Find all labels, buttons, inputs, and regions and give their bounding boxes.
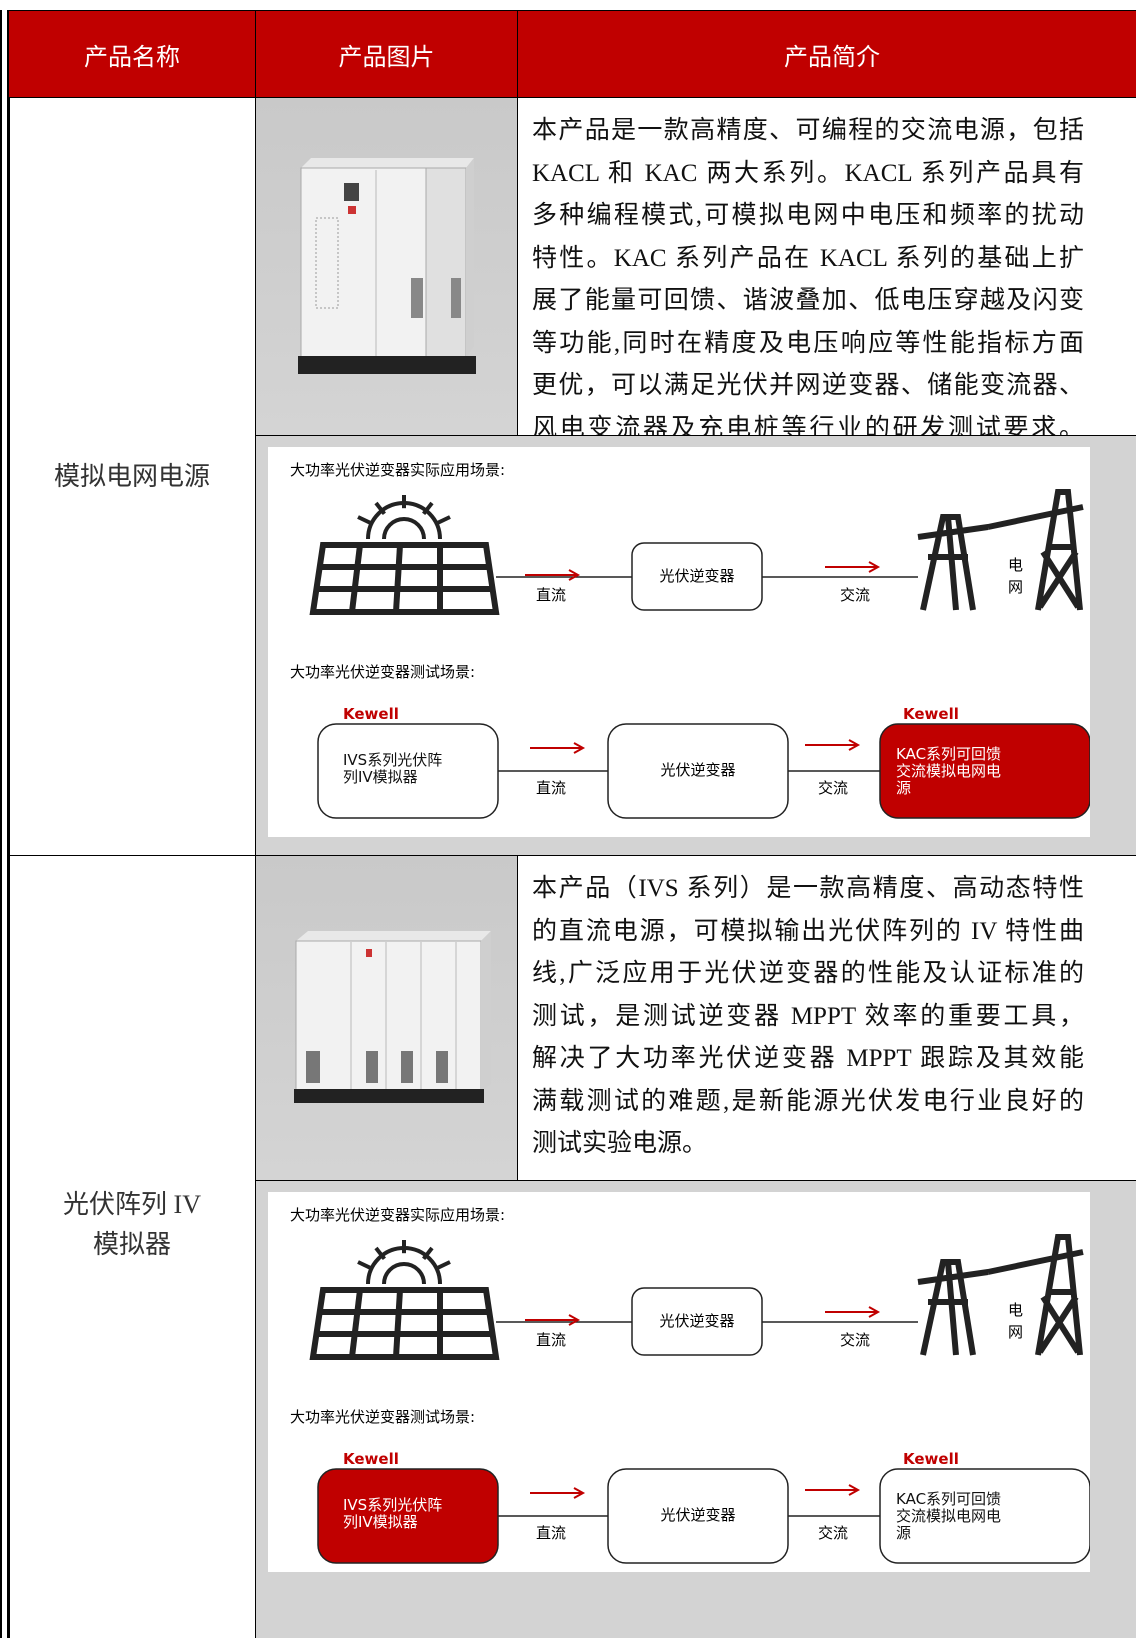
diagram-label: 交流 [818,779,848,797]
sun [382,517,426,540]
diagram-label: 交流模拟电网电 [896,1507,1001,1525]
diagram-label: 电 [1008,556,1023,574]
description-line: 的直流电源，可模拟输出光伏阵列的 IV 特性曲 [532,917,1084,945]
product-description: 本产品（IVS 系列）是一款高精度、高动态特性 的直流电源，可模拟输出光伏阵列的 … [517,855,1136,1181]
description-line: 特性。KAC 系列产品在 KACL 系列的基础上扩 [532,244,1084,272]
name-line: 模拟电网电源 [53,461,210,491]
sun-ray [374,1246,386,1261]
diagram-label: 大功率光伏逆变器测试场景: [290,1408,475,1426]
diagram-label: 源 [896,779,911,797]
product-image [255,97,518,436]
description-line: 多种编程模式,可模拟电网中电压和频率的扰动 [532,202,1084,229]
diagram-label: 列IV模拟器 [343,768,418,786]
diagram-label: KAC系列可回馈 [896,1490,1001,1508]
diagram-label: 光伏逆变器 [660,1506,735,1524]
description-line: 测试实验电源。 [532,1130,708,1157]
description-line: 本产品是一款高精度、可编程的交流电源，包括 [532,117,1084,144]
description-line: 更优，可以满足光伏并网逆变器、储能变流器、 [532,372,1084,399]
diagram-label: 光伏逆变器 [659,1312,734,1330]
box [879,1468,1090,1564]
diagram-label: Kewell [903,705,959,723]
diagram-label: IVS系列光伏阵 [343,1496,442,1514]
description-line: KACL 和 KAC 两大系列。KACL 系列产品具有 [532,159,1084,187]
diagram-label: 直流 [536,1524,566,1542]
diagram-label: 大功率光伏逆变器测试场景: [290,663,475,681]
diagram-label: 网 [1008,1323,1023,1341]
arrow-head [568,1314,581,1326]
diagram: 大功率光伏逆变器实际应用场景:直流光伏逆变器交流电网大功率光伏逆变器测试场景:K… [268,1192,1090,1572]
diagram-label: 交流 [840,586,870,604]
name-line: 模拟器 [92,1230,171,1259]
diagram-label: 大功率光伏逆变器实际应用场景: [290,461,505,479]
arrow-head [848,739,861,751]
description-line: 本产品（IVS 系列）是一款高精度、高动态特性 [532,875,1084,902]
diagram-label: 网 [1008,578,1023,596]
solar-panel [309,1287,500,1360]
description-line: 展了能量可回馈、谐波叠加、低电压穿越及闪变 [532,287,1084,314]
product-name: 光伏阵列 IV 模拟器 [8,855,256,1638]
arrow-head [868,1306,881,1318]
diagram-label: 交流 [840,1331,870,1349]
arrow-head [573,742,586,754]
name-line: 光伏阵列 IV [63,1190,201,1219]
cabinet-image [294,931,491,1103]
header-cell: 产品图片 [255,10,518,98]
description-line: 等功能,同时在精度及电压响应等性能指标方面 [532,329,1084,357]
description-line: 满载测试的难题,是新能源光伏发电行业良好的 [532,1087,1084,1115]
diagram-label: IVS系列光伏阵 [343,751,442,769]
sun-ray [422,1246,434,1261]
sun-ray [357,515,373,526]
sun-ray [435,1260,451,1271]
diagram-label: 大功率光伏逆变器实际应用场景: [290,1206,505,1224]
sun-ray [435,515,451,526]
diagram-label: 直流 [536,779,566,797]
tower [917,1234,1084,1356]
diagram-label: 直流 [536,1331,566,1349]
description-line: 线,广泛应用于光伏逆变器的性能及认证标准的 [532,960,1084,987]
connector [393,544,403,613]
diagram: 大功率光伏逆变器实际应用场景:直流光伏逆变器交流电网大功率光伏逆变器测试场景:K… [268,447,1090,837]
diagram-label: Kewell [903,1450,959,1468]
box [879,723,1090,819]
arrow-head [868,561,881,573]
diagram-label: 交流 [818,1524,848,1542]
diagram-label: KAC系列可回馈 [896,745,1001,763]
description-line: 测试，是测试逆变器 MPPT 效率的重要工具， [532,1002,1084,1030]
sun-ray [422,501,434,516]
arrow-head [848,1484,861,1496]
sun-ray [374,501,386,516]
connector [393,1289,403,1358]
diagram-cell: 大功率光伏逆变器实际应用场景: 直流 光伏逆变器 交流电网大功率光伏逆变器测试场景: K… [255,435,1136,856]
connector [349,1289,363,1358]
product-image [255,855,518,1181]
diagram-label: 光伏逆变器 [660,761,735,779]
sun [382,1262,426,1285]
description-line: 解决了大功率光伏逆变器 MPPT 跟踪及其效能 [532,1045,1084,1072]
header-cell: 产品名称 [8,10,256,98]
diagram-label: 列IV模拟器 [343,1513,418,1531]
diagram-label: Kewell [343,1450,399,1468]
diagram-label: 电 [1008,1301,1023,1319]
diagram-label: 源 [896,1524,911,1542]
product-name: 模拟电网电源 [8,97,256,856]
connector [349,544,363,613]
diagram-label: Kewell [343,705,399,723]
solar-panel [309,542,500,615]
header-cell: 产品简介 [517,10,1136,98]
arrow-head [573,1487,586,1499]
sun-ray [357,1260,373,1271]
description-line: 风电变流器及充电桩等行业的研发测试要求。 [532,414,1084,436]
arrow-head [568,569,581,581]
product-description: 本产品是一款高精度、可编程的交流电源，包括 KACL 和 KAC 两大系列。KAC… [517,97,1136,436]
diagram-label: 光伏逆变器 [659,567,734,585]
cabinet-image [298,158,476,374]
tower [917,489,1084,611]
diagram-label: 直流 [536,586,566,604]
diagram-cell: 大功率光伏逆变器实际应用场景: 直流 光伏逆变器 交流电网大功率光伏逆变器测试场景: K… [255,1180,1136,1638]
diagram-label: 交流模拟电网电 [896,762,1001,780]
